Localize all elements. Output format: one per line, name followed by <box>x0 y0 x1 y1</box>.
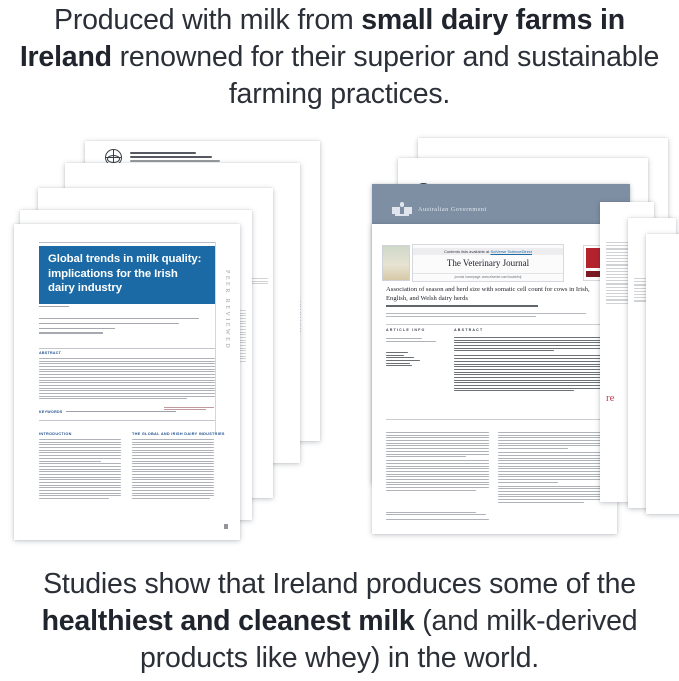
article-somatic-cell-count-herds[interactable]: Contents lists available at SciVerse Sci… <box>372 224 617 534</box>
abstract-heading: ABSTRACT <box>454 328 484 332</box>
article-history-lines <box>386 338 442 343</box>
body-column-left <box>386 432 489 492</box>
article-affiliations <box>386 313 586 318</box>
citation-copyright-bar <box>130 160 220 162</box>
footer-part-1: Studies show that Ireland produces some … <box>43 568 636 600</box>
intro-column-text <box>39 439 121 501</box>
globe-icon <box>105 149 122 166</box>
journal-citation-1 <box>130 152 220 164</box>
divider <box>386 419 601 420</box>
abstract-body <box>454 337 601 393</box>
sheet-edge-lines <box>238 278 268 286</box>
industries-column-text <box>132 439 214 501</box>
availability-line: Contents lists available at SciVerse Sci… <box>413 248 563 255</box>
article-affiliation <box>39 318 199 337</box>
article-author <box>39 306 69 308</box>
footer-text: Studies show that Ireland produces some … <box>0 566 679 677</box>
divider <box>39 348 215 349</box>
footnote-block <box>386 511 489 522</box>
article-global-trends-milk-quality[interactable]: PEER REVIEWED Global trends in milk qual… <box>14 224 240 540</box>
body-column-right <box>498 432 601 505</box>
divider <box>215 242 216 432</box>
sciencedirect-link[interactable]: SciVerse ScienceDirect <box>490 249 533 254</box>
article-title: Association of season and herd size with… <box>386 286 590 302</box>
footer-bold-1: healthiest and cleanest milk <box>41 605 415 637</box>
government-org-label: Australian Government <box>418 206 487 213</box>
right-stack-thin-sheet-3 <box>646 234 679 514</box>
availability-text: Contents lists available at <box>443 249 490 254</box>
headline-bold-1: small dairy farms in Ireland <box>19 4 625 73</box>
article-info-heading: ARTICLE INFO <box>386 328 426 332</box>
commonwealth-crest-icon <box>392 202 412 218</box>
keywords-heading: KEYWORDS <box>39 410 63 414</box>
citation-doi-bar <box>130 156 212 158</box>
section-heading-introduction: INTRODUCTION <box>39 432 72 436</box>
divider <box>386 324 601 325</box>
peer-reviewed-stamp: PEER REVIEWED <box>224 270 231 351</box>
headline-part-2: renowned for their superior and sustaina… <box>111 41 660 110</box>
keywords-list <box>386 352 442 368</box>
article-title: Global trends in milk quality: implicati… <box>48 253 202 295</box>
page-number <box>224 524 228 529</box>
abstract-body <box>39 358 215 401</box>
sheet-edge-lines <box>606 242 646 306</box>
keywords-value <box>66 411 176 413</box>
divider <box>39 420 215 421</box>
journal-homepage[interactable]: journal homepage: www.elsevier.com/locat… <box>413 273 563 279</box>
document-collage: PEER REVIEWED Global trends in milk qual… <box>0 128 679 558</box>
footer-part-2: (and milk-derived products like whey) in… <box>140 605 638 674</box>
headline-text: Produced with milk from small dairy farm… <box>0 2 679 113</box>
article-authors <box>386 305 576 309</box>
journal-header-box: Contents lists available at SciVerse Sci… <box>412 244 564 282</box>
citation-ref-bar <box>130 152 196 154</box>
journal-logo-text: re <box>606 392 615 404</box>
headline-part-1: Produced with milk from <box>54 4 362 36</box>
journal-name: The Veterinary Journal <box>446 258 530 268</box>
article-title-band: Global trends in milk quality: implicati… <box>39 246 215 304</box>
publisher-thumbnail <box>382 245 410 281</box>
divider <box>39 242 215 243</box>
section-heading-industries: THE GLOBAL AND IRISH DAIRY INDUSTRIES <box>132 432 225 436</box>
abstract-heading: ABSTRACT <box>39 351 62 355</box>
journal-badge <box>164 407 214 411</box>
